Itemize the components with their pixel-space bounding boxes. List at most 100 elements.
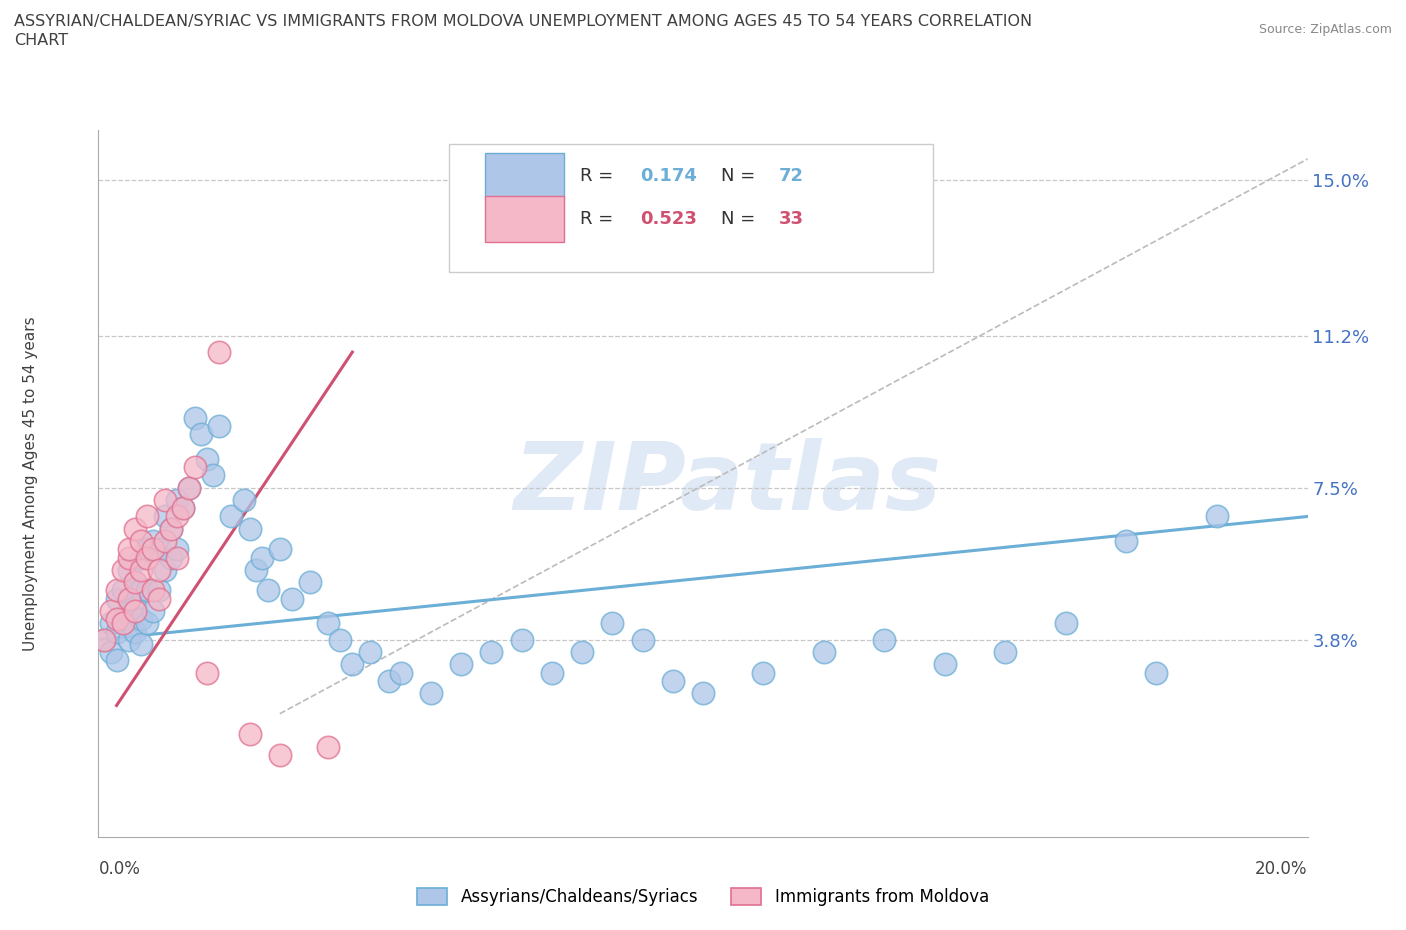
Point	[208, 345, 231, 360]
Point	[124, 575, 146, 590]
Point	[105, 583, 128, 598]
Point	[148, 542, 170, 557]
Point	[118, 542, 141, 557]
Text: R =: R =	[579, 167, 619, 185]
Point	[129, 583, 152, 598]
Point	[153, 563, 176, 578]
Point	[105, 591, 128, 606]
FancyBboxPatch shape	[449, 144, 932, 272]
Point	[111, 583, 134, 598]
Point	[172, 501, 194, 516]
Point	[1206, 509, 1229, 524]
Point	[329, 632, 352, 647]
Point	[221, 509, 243, 524]
Text: 72: 72	[779, 167, 804, 185]
Point	[142, 583, 165, 598]
Point	[93, 632, 115, 647]
Point	[481, 644, 503, 659]
Point	[184, 410, 207, 425]
Point	[111, 563, 134, 578]
Point	[342, 657, 364, 671]
Point	[135, 616, 157, 631]
Text: 20.0%: 20.0%	[1256, 860, 1308, 878]
Point	[124, 600, 146, 615]
Point	[269, 542, 291, 557]
Text: CHART: CHART	[14, 33, 67, 47]
Point	[184, 459, 207, 474]
Point	[100, 604, 122, 618]
Point	[281, 591, 304, 606]
Point	[93, 632, 115, 647]
Point	[153, 509, 176, 524]
Point	[129, 612, 152, 627]
Point	[510, 632, 533, 647]
Point	[129, 551, 152, 565]
Point	[105, 653, 128, 668]
Point	[118, 551, 141, 565]
Point	[377, 673, 399, 688]
Point	[232, 493, 254, 508]
Point	[1054, 616, 1077, 631]
Point	[124, 522, 146, 537]
Point	[160, 522, 183, 537]
Point	[148, 583, 170, 598]
Point	[142, 604, 165, 618]
Text: ZIPatlas: ZIPatlas	[513, 438, 941, 529]
Point	[239, 727, 262, 742]
Text: ASSYRIAN/CHALDEAN/SYRIAC VS IMMIGRANTS FROM MOLDOVA UNEMPLOYMENT AMONG AGES 45 T: ASSYRIAN/CHALDEAN/SYRIAC VS IMMIGRANTS F…	[14, 14, 1032, 29]
Point	[118, 632, 141, 647]
Point	[245, 563, 267, 578]
Point	[202, 468, 225, 483]
Point	[256, 583, 278, 598]
Text: 0.174: 0.174	[640, 167, 697, 185]
Point	[602, 616, 624, 631]
Point	[316, 739, 339, 754]
Point	[166, 551, 188, 565]
Point	[752, 665, 775, 680]
Point	[195, 451, 218, 466]
Text: 0.0%: 0.0%	[98, 860, 141, 878]
Point	[160, 522, 183, 537]
Point	[129, 563, 152, 578]
Point	[450, 657, 472, 671]
Point	[135, 551, 157, 565]
Point	[360, 644, 382, 659]
Point	[153, 534, 176, 549]
Text: R =: R =	[579, 209, 619, 228]
Point	[269, 748, 291, 763]
Point	[166, 542, 188, 557]
Point	[873, 632, 896, 647]
Point	[129, 636, 152, 651]
Point	[692, 685, 714, 700]
Point	[571, 644, 593, 659]
Text: 33: 33	[779, 209, 804, 228]
Point	[160, 551, 183, 565]
Point	[148, 563, 170, 578]
Point	[118, 591, 141, 606]
Point	[177, 480, 201, 495]
Point	[166, 509, 188, 524]
Point	[105, 612, 128, 627]
Point	[195, 665, 218, 680]
Point	[208, 418, 231, 433]
Point	[135, 583, 157, 598]
Point	[389, 665, 412, 680]
Point	[124, 624, 146, 639]
Point	[994, 644, 1017, 659]
Point	[118, 604, 141, 618]
Point	[631, 632, 654, 647]
Text: Unemployment Among Ages 45 to 54 years: Unemployment Among Ages 45 to 54 years	[24, 316, 38, 651]
Point	[148, 591, 170, 606]
Point	[540, 665, 562, 680]
Point	[1144, 665, 1167, 680]
Point	[118, 563, 141, 578]
Point	[135, 542, 157, 557]
Point	[813, 644, 835, 659]
Point	[142, 542, 165, 557]
Point	[166, 493, 188, 508]
Point	[419, 685, 441, 700]
Point	[316, 616, 339, 631]
Point	[100, 616, 122, 631]
FancyBboxPatch shape	[485, 153, 564, 199]
Point	[934, 657, 956, 671]
